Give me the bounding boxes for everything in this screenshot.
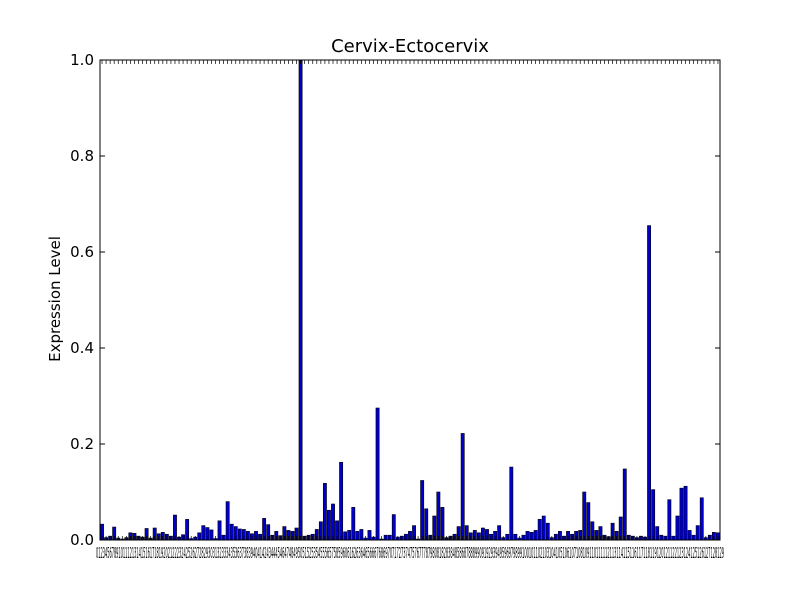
bar-136: [651, 489, 656, 541]
bar-80: [424, 508, 429, 541]
bar-57: [331, 503, 335, 541]
plot-frame: [99, 59, 721, 541]
axis-ticks: [100, 59, 720, 541]
y-tick-label: 0.2: [70, 435, 94, 453]
y-tick-label: 0.6: [70, 243, 94, 261]
bar-83: [436, 491, 441, 541]
bar-140: [667, 499, 672, 541]
bar-135: [647, 225, 652, 541]
bar-119: [582, 491, 587, 541]
bar-120: [586, 502, 591, 541]
bar-148: [699, 497, 704, 541]
y-tick-labels: 0.0 0.2 0.4 0.6 0.8 1.0: [70, 51, 94, 549]
bar-84: [440, 507, 445, 541]
bar-31: [225, 501, 230, 541]
y-tick-label: 0.0: [70, 531, 94, 549]
x-tick-labels: 0123456789101112131415161718192021222324…: [96, 544, 724, 562]
y-tick-label: 0.8: [70, 147, 94, 165]
bar-79: [420, 480, 425, 541]
bar-143: [679, 487, 684, 541]
bar-89: [460, 433, 465, 541]
bar-49: [298, 59, 303, 541]
bar-56: [327, 509, 331, 541]
bars-group: [100, 59, 720, 541]
bar-59: [339, 461, 344, 541]
y-tick-label: 0.4: [70, 339, 94, 357]
bar-101: [509, 466, 514, 541]
bar-129: [622, 468, 627, 541]
bar-144: [683, 485, 688, 541]
chart-title: Cervix-Ectocervix: [331, 36, 489, 57]
bar-62: [351, 507, 356, 541]
y-axis-label: Expression Level: [46, 236, 64, 362]
bar-55: [322, 483, 327, 541]
y-tick-label: 1.0: [70, 51, 94, 69]
bar-68: [375, 407, 380, 541]
